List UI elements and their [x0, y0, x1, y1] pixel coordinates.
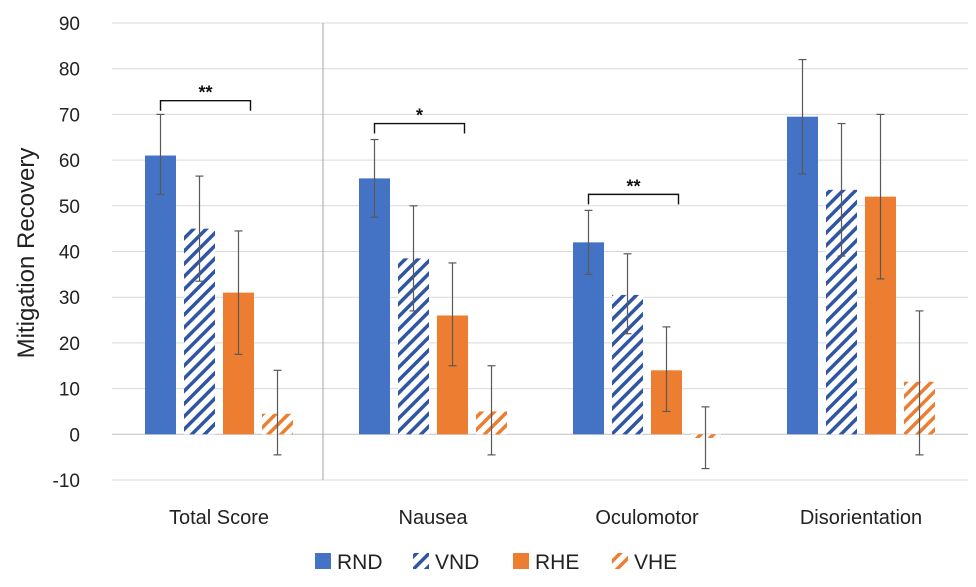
legend-label: VHE: [634, 551, 677, 574]
significance-brackets: *****: [159, 83, 680, 205]
y-tick-label: 40: [59, 243, 80, 264]
significance-label: *: [416, 106, 423, 126]
y-tick-label: 70: [59, 105, 80, 126]
legend-label: RND: [337, 551, 383, 574]
error-bars: [156, 58, 924, 470]
bars: [145, 116, 935, 438]
x-category-label: Oculomotor: [595, 507, 699, 529]
x-category-label: Disorientation: [800, 507, 922, 529]
significance-bracket: [159, 99, 252, 111]
gridlines: [112, 22, 968, 481]
significance-bracket: [587, 193, 680, 205]
legend-swatch-rnd: [315, 553, 331, 569]
y-tick-label: 30: [59, 288, 80, 309]
category-labels: Total Score Nausea Oculomotor Disorientatio…: [169, 507, 922, 529]
y-tick-label: 0: [69, 425, 80, 446]
significance-label: **: [198, 83, 212, 103]
legend-swatch-vhe: [612, 553, 628, 569]
significance-bracket: [373, 122, 466, 134]
bar-rnd: [145, 155, 176, 435]
x-category-label: Nausea: [399, 507, 469, 529]
bar-rnd: [359, 178, 390, 435]
y-tick-label: 10: [59, 380, 80, 401]
significance-label: **: [626, 176, 640, 196]
legend-swatch-vnd: [413, 553, 429, 569]
y-tick-label: 80: [59, 60, 80, 81]
y-tick-label: 90: [59, 14, 80, 35]
y-tick-label: -10: [53, 471, 80, 492]
x-category-label: Total Score: [169, 507, 269, 529]
legend-swatch-rhe: [513, 553, 529, 569]
legend-label: VND: [435, 551, 479, 574]
y-axis: -10 0 10 20 30 40 50 60 70 80 90: [53, 14, 80, 492]
legend: RND VND RHE VHE: [315, 551, 677, 574]
y-tick-label: 60: [59, 151, 80, 172]
y-tick-label: 50: [59, 197, 80, 218]
y-tick-label: 20: [59, 334, 80, 355]
legend-label: RHE: [535, 551, 579, 574]
y-axis-title: Mitigation Recovery: [13, 148, 40, 359]
